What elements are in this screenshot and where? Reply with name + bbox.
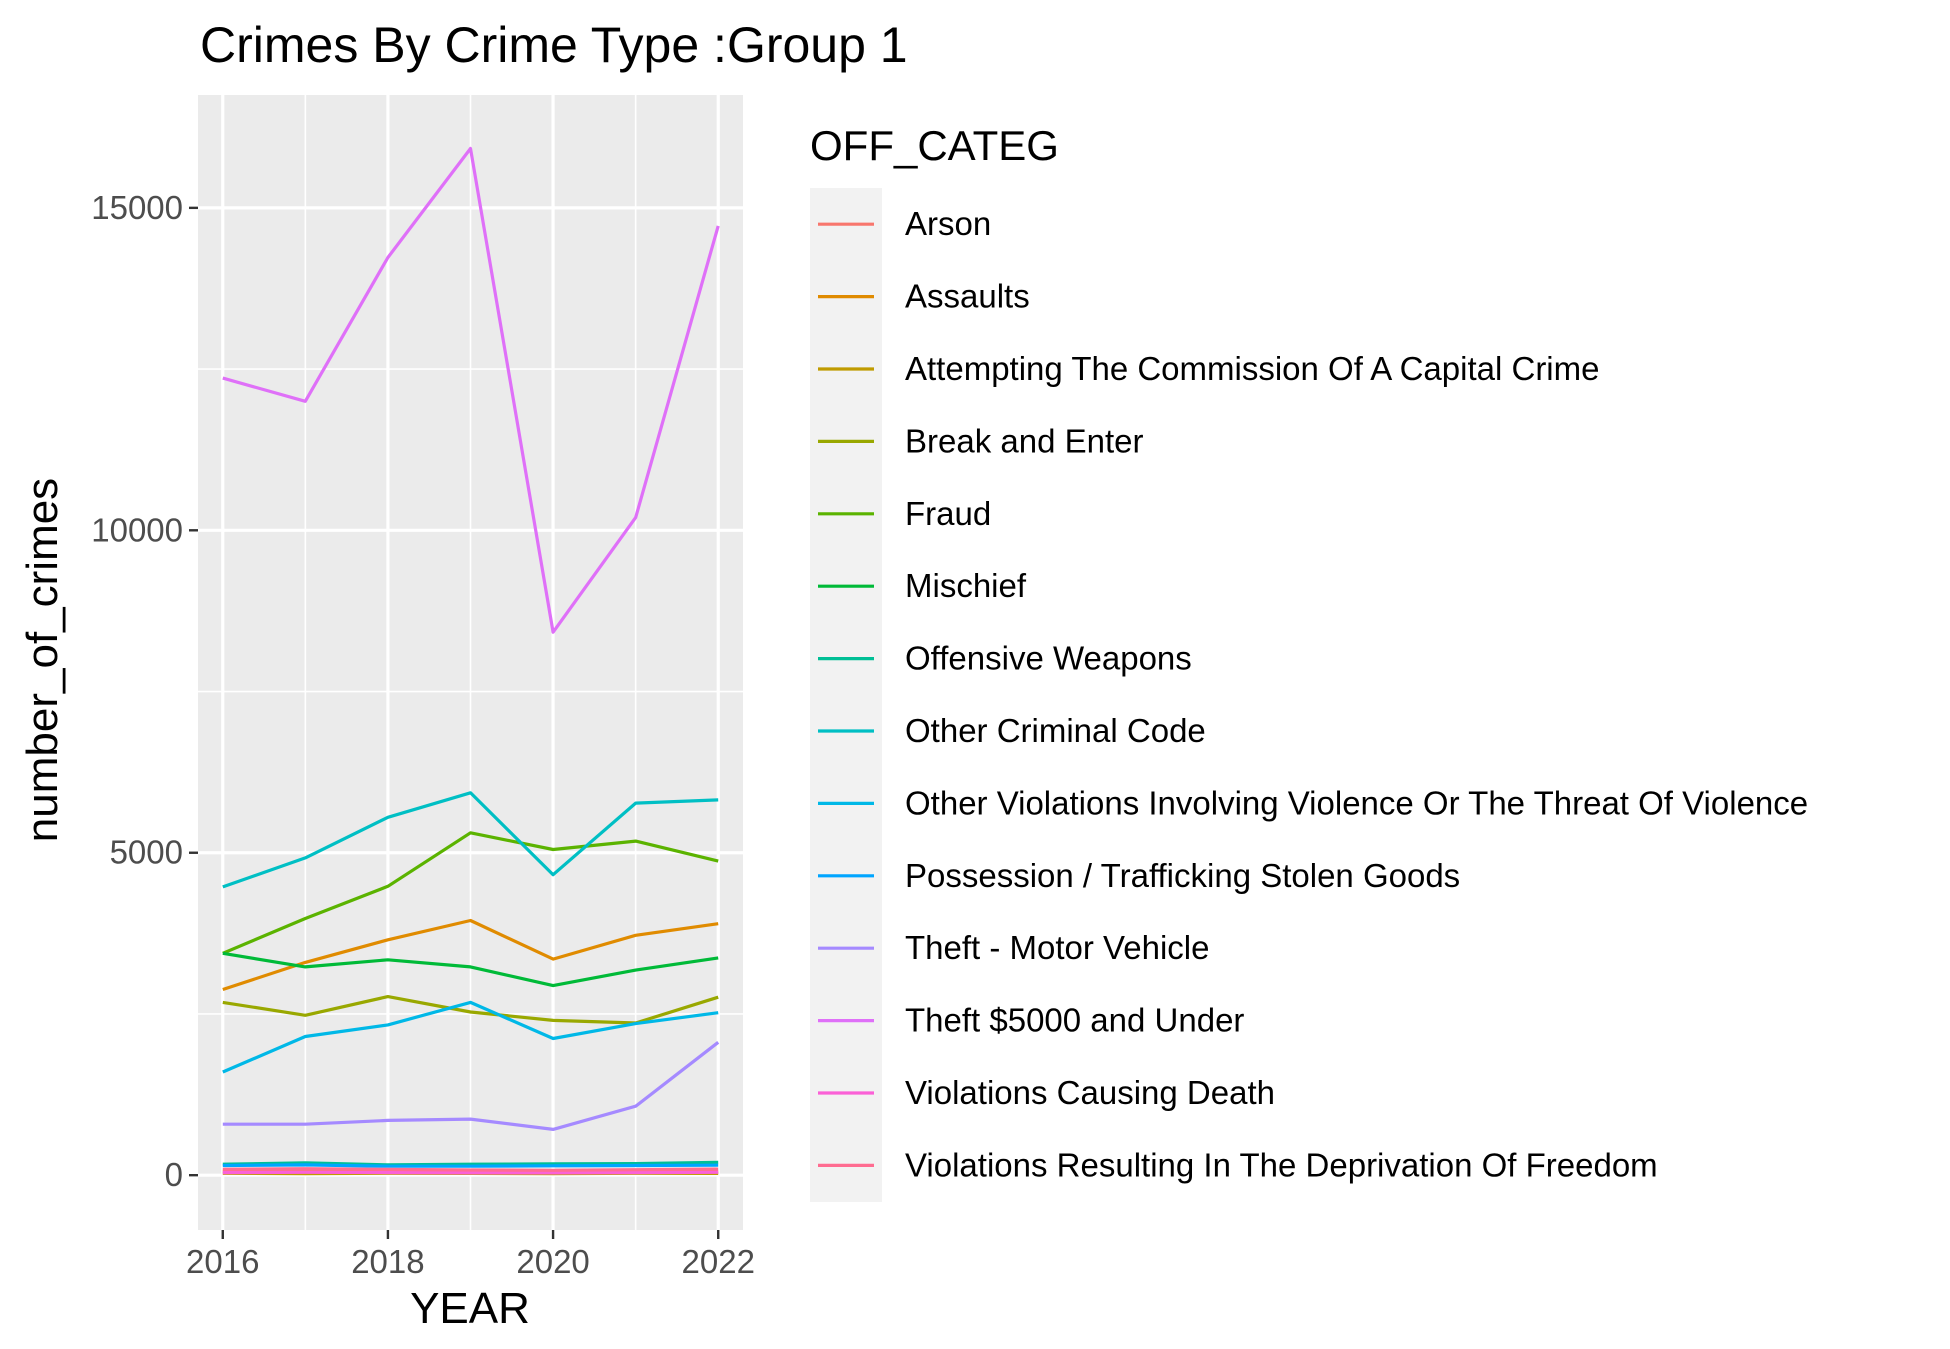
legend: Arson Assaults Attempting The Commission O… (818, 205, 1808, 1183)
x-tick-label: 2022 (682, 1243, 755, 1280)
legend-label: Other Criminal Code (905, 712, 1206, 749)
x-tick-label: 2020 (516, 1243, 589, 1280)
legend-label: Theft - Motor Vehicle (905, 929, 1209, 966)
legend-entry: Other Violations Involving Violence Or T… (818, 784, 1808, 821)
legend-label: Break and Enter (905, 422, 1143, 459)
series-line (222, 951, 719, 988)
series-line (222, 1163, 719, 1168)
legend-key-background (810, 188, 882, 1202)
y-axis: 0 5000 10000 15000 (91, 189, 198, 1193)
x-tick-label: 2016 (186, 1243, 259, 1280)
legend-label: Other Violations Involving Violence Or T… (905, 784, 1808, 821)
legend-entry: Mischief (818, 567, 1027, 604)
legend-title: OFF_CATEG (810, 122, 1059, 169)
series-line (222, 1041, 720, 1132)
series-line (222, 1000, 719, 1074)
legend-label: Possession / Trafficking Stolen Goods (905, 857, 1460, 894)
series-line (222, 1160, 719, 1167)
legend-label: Violations Resulting In The Deprivation … (905, 1146, 1658, 1183)
y-axis-title: number_of_crimes (18, 478, 67, 842)
legend-entry: Violations Resulting In The Deprivation … (818, 1146, 1658, 1183)
legend-label: Offensive Weapons (905, 640, 1192, 677)
legend-label: Theft $5000 and Under (905, 1002, 1244, 1039)
legend-entry: Possession / Trafficking Stolen Goods (818, 857, 1460, 894)
legend-entry: Offensive Weapons (818, 640, 1192, 677)
legend-entry: Other Criminal Code (818, 712, 1206, 749)
legend-label: Fraud (905, 495, 991, 532)
y-tick-label: 10000 (91, 511, 183, 548)
legend-label: Attempting The Commission Of A Capital C… (905, 350, 1599, 387)
series-line (222, 791, 719, 889)
legend-entry: Fraud (818, 495, 991, 532)
y-tick-label: 5000 (110, 834, 183, 871)
legend-label: Violations Causing Death (905, 1074, 1275, 1111)
y-tick-label: 0 (165, 1156, 183, 1193)
series-line (222, 1167, 719, 1172)
series-line (222, 146, 720, 634)
chart-title: Crimes By Crime Type :Group 1 (200, 17, 908, 73)
legend-label: Mischief (905, 567, 1027, 604)
y-tick-label: 15000 (91, 189, 183, 226)
x-axis-title: YEAR (410, 1284, 530, 1333)
series-lines (222, 146, 720, 1176)
series-line (222, 1170, 719, 1175)
major-gridlines (198, 95, 743, 1230)
legend-entry: Break and Enter (818, 422, 1143, 459)
x-tick-label: 2018 (351, 1243, 424, 1280)
legend-entry: Attempting The Commission Of A Capital C… (818, 350, 1599, 387)
legend-entry: Assaults (818, 278, 1030, 315)
legend-entry: Theft - Motor Vehicle (818, 929, 1209, 966)
x-axis: 2016 2018 2020 2022 (186, 1230, 755, 1280)
legend-entry: Violations Causing Death (818, 1074, 1275, 1111)
legend-entry: Arson (818, 205, 991, 242)
legend-label: Assaults (905, 278, 1030, 315)
series-line (222, 831, 719, 955)
series-line (222, 918, 719, 992)
legend-entry: Theft $5000 and Under (818, 1002, 1244, 1039)
legend-label: Arson (905, 205, 991, 242)
